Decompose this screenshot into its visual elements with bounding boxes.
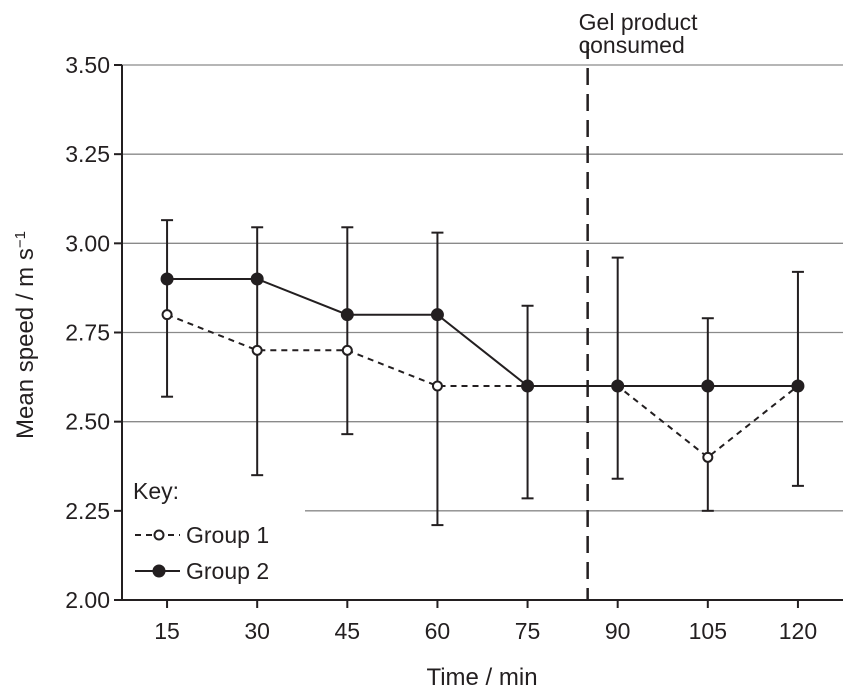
y-tick-label-2.00: 2.00 <box>65 587 110 613</box>
x-tick-label-90: 90 <box>605 618 631 644</box>
x-tick-label-120: 120 <box>779 618 817 644</box>
group-2-point-60 <box>430 308 444 322</box>
y-tick-label-3.25: 3.25 <box>65 141 110 167</box>
gel-consumed-label-line-1: Gel product <box>579 9 699 35</box>
x-tick-label-45: 45 <box>335 618 361 644</box>
legend-group-2-label: Group 2 <box>186 558 269 584</box>
y-axis-title-main: Mean speed / m s <box>12 248 39 439</box>
legend-group-1-label: Group 1 <box>186 522 269 548</box>
group-2-point-105 <box>701 379 715 393</box>
x-tick-label-75: 75 <box>515 618 541 644</box>
y-tick-label-3.50: 3.50 <box>65 52 110 78</box>
y-tick-label-2.50: 2.50 <box>65 409 110 435</box>
error-bars <box>161 219 804 527</box>
legend: Key: Group 1 Group 2 <box>133 478 269 584</box>
group-1-point-60 <box>431 380 443 392</box>
x-tick-label-105: 105 <box>689 618 727 644</box>
series-markers <box>160 272 805 463</box>
gel-consumed-label-line-2: consumed <box>579 32 685 58</box>
group-2-point-120 <box>791 379 805 393</box>
y-tick-label-2.75: 2.75 <box>65 320 110 346</box>
group-1-point-15 <box>161 309 173 321</box>
group-2-point-30 <box>250 272 264 286</box>
x-axis-title: Time / min <box>426 664 537 691</box>
group-2-point-90 <box>611 379 625 393</box>
x-tick-label-60: 60 <box>425 618 451 644</box>
legend-group-2-marker <box>152 564 166 578</box>
group-2-point-45 <box>340 308 354 322</box>
series-lines <box>166 278 799 459</box>
y-tick-label-2.25: 2.25 <box>65 498 110 524</box>
legend-title: Key: <box>133 478 179 504</box>
x-tick-label-30: 30 <box>244 618 270 644</box>
group-2-point-75 <box>521 379 535 393</box>
annotation-group: Gel product consumed <box>579 9 699 600</box>
axes: 2.00 2.25 2.50 2.75 3.00 3.25 3.50 15 30 45 60 75 90… <box>65 52 843 644</box>
y-tick-label-3.00: 3.00 <box>65 230 110 256</box>
gel-consumed-label: Gel product consumed <box>579 9 699 58</box>
grid-lines <box>122 64 843 512</box>
group-1-point-105 <box>702 451 714 463</box>
group-2-line <box>167 278 798 387</box>
y-axis-title-superscript: −1 <box>12 231 29 248</box>
y-axis-title: Mean speed / m s−1 <box>12 231 39 439</box>
group-2-point-15 <box>160 272 174 286</box>
group-1-point-45 <box>341 344 353 356</box>
legend-group-1-marker <box>153 529 165 541</box>
group-1-line <box>166 313 799 459</box>
group-1-point-30 <box>251 344 263 356</box>
x-tick-label-15: 15 <box>154 618 180 644</box>
